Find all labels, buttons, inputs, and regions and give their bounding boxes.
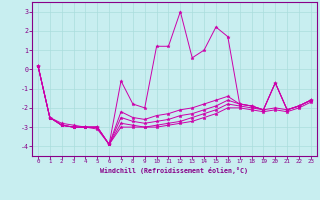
X-axis label: Windchill (Refroidissement éolien,°C): Windchill (Refroidissement éolien,°C) xyxy=(100,167,248,174)
